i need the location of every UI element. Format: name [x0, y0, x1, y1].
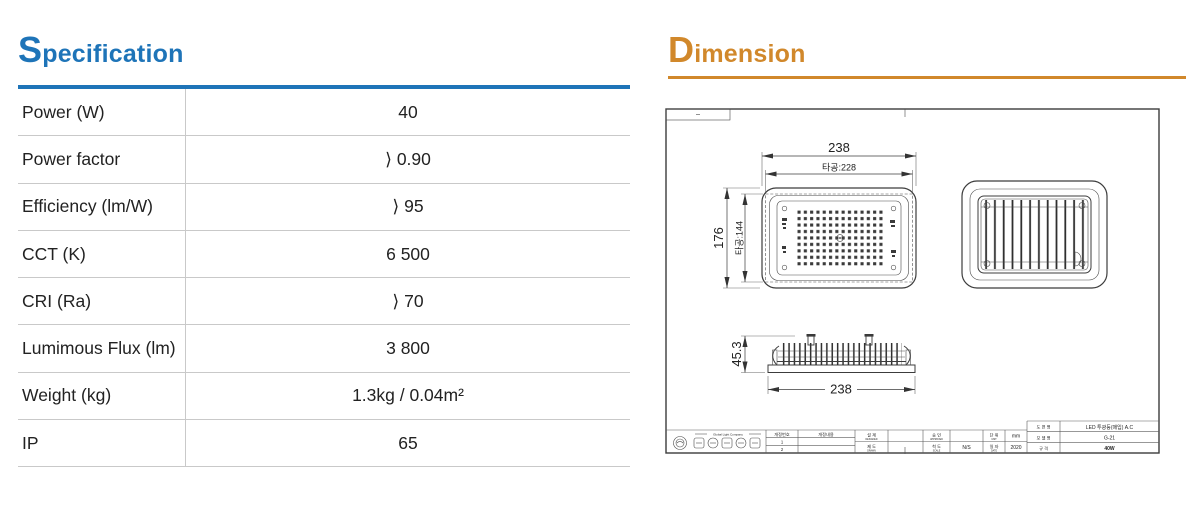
dim-front-height: 176	[711, 227, 726, 249]
dimension-title-rest: imension	[694, 40, 806, 68]
scale-value: N/S	[962, 445, 971, 451]
specification-table: Power (W) 40 Power factor ⟩ 0.90 Efficie…	[18, 85, 630, 468]
table-row: Efficiency (lm/W) ⟩ 95	[18, 183, 630, 231]
date-sub: DATE	[991, 450, 997, 453]
spec-row-value: 40	[398, 101, 418, 122]
specification-title-rest: pecification	[42, 40, 184, 68]
heatsink-fins	[982, 200, 1088, 269]
spec-row-label: IP	[18, 420, 186, 467]
spec-row-label: Lumimous Flux (lm)	[18, 325, 186, 372]
spec-row-label: CCT (K)	[18, 230, 186, 278]
company-name: Global Light Company	[713, 432, 743, 436]
dimension-underline	[668, 76, 1186, 79]
table-row: Lumimous Flux (lm) 3 800	[18, 325, 630, 373]
dim-side-height: 45.3	[729, 341, 744, 366]
dim-side-width: 238	[830, 382, 852, 397]
dimension-title: Dimension	[668, 30, 806, 75]
date-value: 2020	[1010, 445, 1021, 451]
dim-front-width: 238	[828, 140, 850, 155]
scale-label: 척 도	[932, 443, 941, 450]
spec-row-value: ⟩ 70	[392, 290, 424, 311]
spec-row-label: Weight (kg)	[18, 372, 186, 420]
side-view	[767, 334, 916, 373]
drawing-name-label: 도 면 명	[1037, 424, 1051, 430]
model-name-value: G-21	[1104, 436, 1115, 442]
spec-row-label: Power factor	[18, 136, 186, 183]
company-logo: Global Light Company	[673, 432, 761, 450]
side-fins	[781, 343, 902, 365]
title-block: Global Light Company 개정번호 1 2 개정내용 설 계 D…	[666, 420, 1159, 453]
spec-row-label: CRI (Ra)	[18, 278, 186, 325]
sheet-frame	[665, 108, 1160, 454]
spec-row-value: 3 800	[386, 338, 430, 359]
table-row: CCT (K) 6 500	[18, 230, 630, 279]
model-name-label: 모 델 명	[1037, 434, 1051, 440]
side-view-dimensions: 45.3 238	[729, 335, 916, 397]
size-label: 규 격	[1039, 445, 1048, 452]
dim-cutout-height: 타공:144	[735, 221, 745, 255]
back-view	[961, 180, 1108, 289]
design-sub: DESIGNED	[866, 439, 878, 441]
spec-row-label: Efficiency (lm/W)	[18, 183, 186, 230]
dimension-title-initial: D	[668, 29, 695, 70]
drawn-label: 제 도	[867, 443, 876, 450]
revision-no-label: 개정번호	[774, 431, 790, 438]
design-label: 설 계	[867, 432, 876, 439]
unit-value: mm	[1012, 434, 1020, 440]
unit-label: 단 위	[990, 432, 999, 439]
screw-icon	[983, 202, 1086, 267]
cutout-dashed-outline	[765, 193, 913, 283]
dimension-drawing: 238 타공:228 176 타공:144	[665, 108, 1160, 454]
specification-title: Specification	[18, 30, 184, 75]
table-row: IP 65	[18, 420, 630, 468]
spec-row-value: 6 500	[386, 243, 430, 264]
cable-entry	[1074, 251, 1082, 267]
specification-title-initial: S	[18, 29, 43, 70]
revision-row-2: 2	[781, 447, 784, 452]
table-row: CRI (Ra) ⟩ 70	[18, 278, 630, 326]
size-value: 40W	[1104, 446, 1115, 452]
approved-label: 승 인	[932, 432, 941, 438]
dim-cutout-width: 타공:228	[822, 163, 856, 173]
date-label: 일 자	[990, 443, 999, 450]
table-row: Power (W) 40	[18, 89, 630, 137]
front-view-dimensions: 238 타공:228 176 타공:144	[711, 140, 917, 289]
screw-icon	[781, 205, 897, 271]
revision-row-1: 1	[781, 440, 784, 445]
table-row: Weight (kg) 1.3kg / 0.04m²	[18, 372, 630, 421]
spec-row-label: Power (W)	[18, 89, 186, 136]
unit-sub: UNIT	[991, 439, 997, 441]
revision-desc-label: 개정내용	[818, 431, 834, 438]
certification-icons	[693, 437, 761, 449]
spec-row-value: ⟩ 0.90	[385, 148, 431, 169]
table-row: Power factor ⟩ 0.90	[18, 136, 630, 184]
spec-row-value: 65	[398, 432, 418, 453]
board-components	[782, 218, 896, 257]
scale-sub: SCALE	[933, 450, 941, 453]
drawing-name-value: LED 투광등(매입) A.C	[1086, 424, 1134, 431]
front-view	[761, 187, 917, 289]
approved-sub: APPROVED	[930, 438, 943, 441]
drawn-sub: DRAWN	[867, 450, 876, 453]
spec-row-value: 1.3kg / 0.04m²	[352, 385, 464, 406]
spec-row-value: ⟩ 95	[392, 196, 424, 217]
